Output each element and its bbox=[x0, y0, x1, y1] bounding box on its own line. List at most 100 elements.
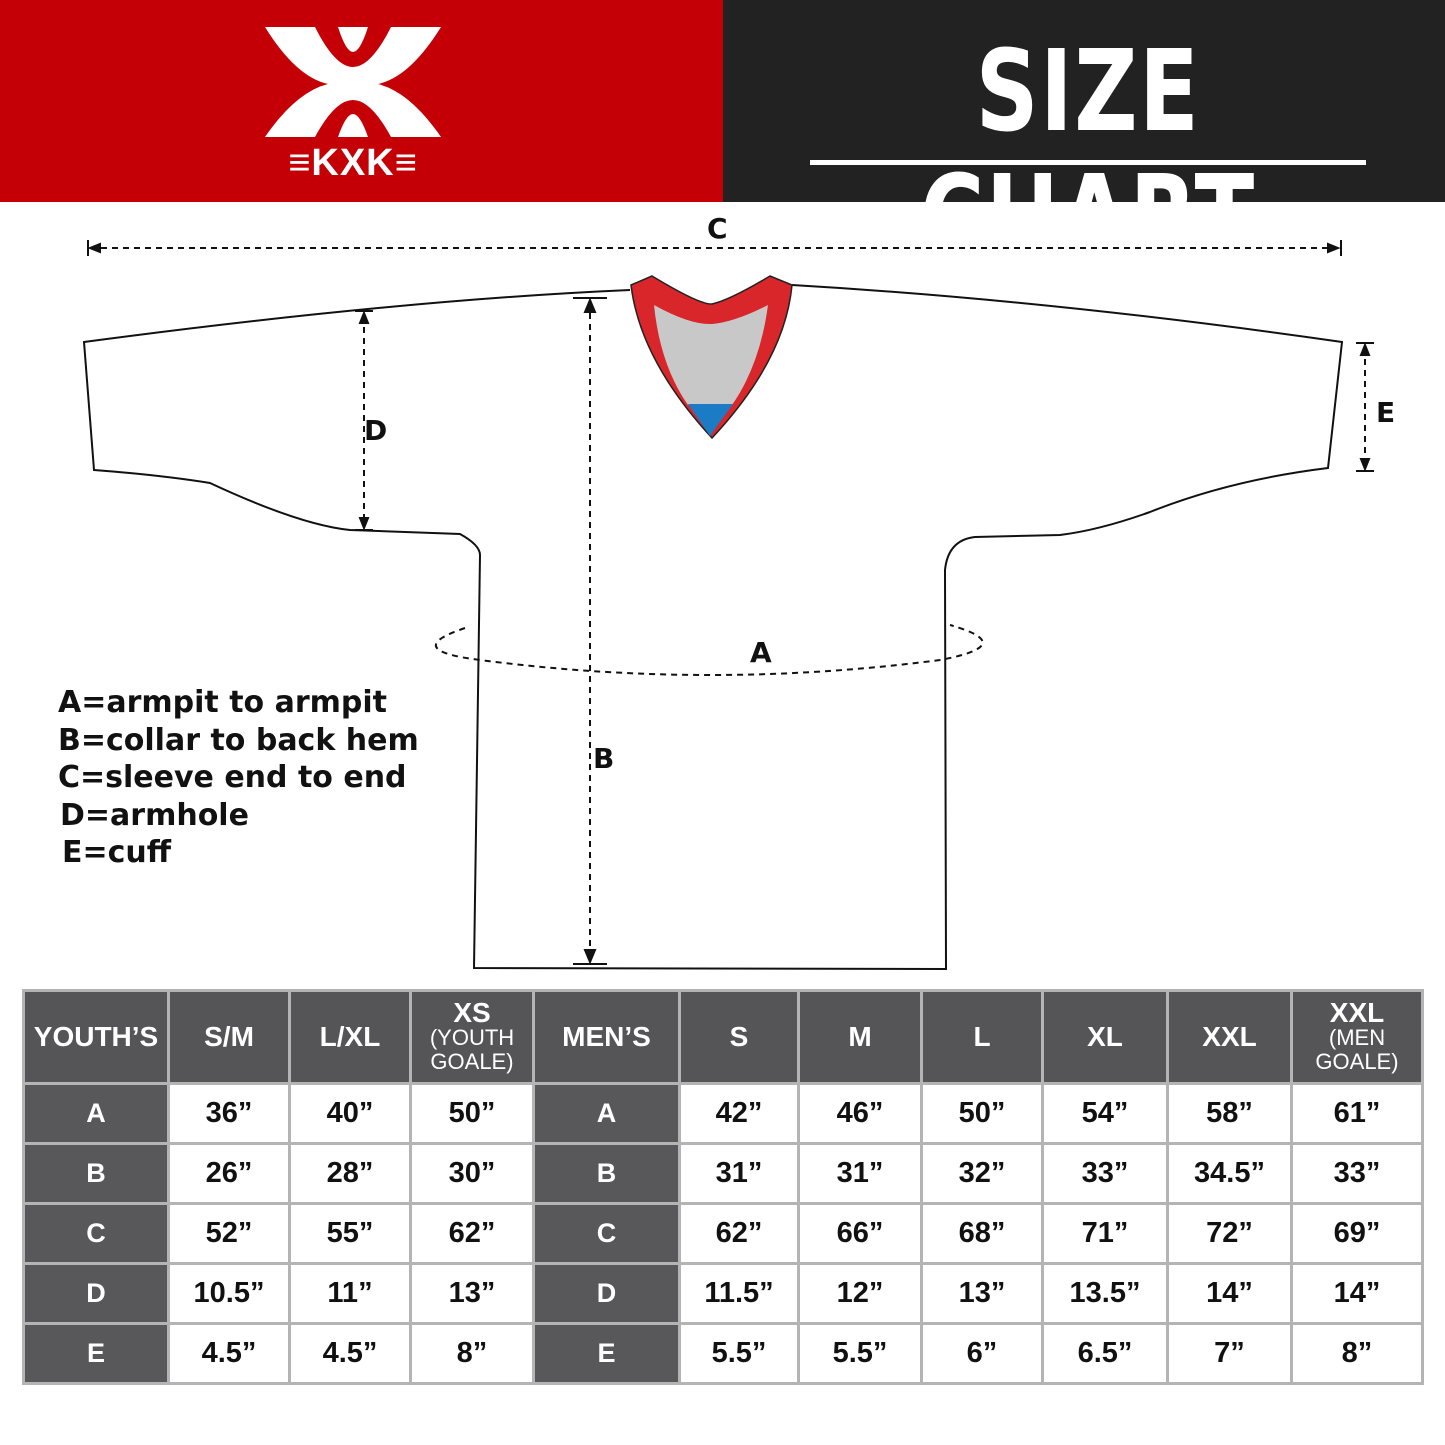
youth-measurement-cell: 8” bbox=[409, 1322, 535, 1385]
men-size-header: XXL bbox=[1166, 989, 1293, 1085]
men-measurement-cell: 31” bbox=[678, 1142, 800, 1205]
men-measurement-cell: 46” bbox=[797, 1082, 923, 1145]
dimension-label-c: C bbox=[707, 212, 728, 245]
men-measurement-cell: 31” bbox=[797, 1142, 923, 1205]
legend-item-c: C=sleeve end to end bbox=[58, 760, 407, 795]
men-measurement-cell: 13” bbox=[920, 1262, 1044, 1325]
men-measurement-cell: 33” bbox=[1041, 1142, 1169, 1205]
men-measurement-cell: 14” bbox=[1290, 1262, 1424, 1325]
page-title: SIZE CHART bbox=[920, 27, 1256, 282]
header-title-panel bbox=[723, 0, 1445, 202]
youth-measurement-cell: 4.5” bbox=[288, 1322, 412, 1385]
brand-wordmark: ≡KXK≡ bbox=[288, 142, 418, 184]
table-row: C 52” 55” 62” C 62” 66” 68” 71” 72” 69” bbox=[22, 1202, 1424, 1265]
men-measurement-cell: 68” bbox=[920, 1202, 1044, 1265]
column-header-label: L/XL bbox=[319, 1021, 381, 1052]
men-measurement-cell: 8” bbox=[1290, 1322, 1424, 1385]
column-header-label: XS bbox=[453, 997, 491, 1028]
dimension-label-b: B bbox=[593, 742, 615, 775]
legend-item-e: E=cuff bbox=[62, 835, 172, 870]
youth-measurement-cell: 4.5” bbox=[167, 1322, 291, 1385]
dimension-label-d: D bbox=[364, 414, 388, 447]
column-header-label: S/M bbox=[204, 1021, 254, 1052]
table-header-row: YOUTH’S S/M L/XL XS (YOUTH GOALE) MEN’S S M L XL X… bbox=[22, 989, 1424, 1085]
men-measurement-cell: 5.5” bbox=[797, 1322, 923, 1385]
table-body: A 36” 40” 50” A 42” 46” 50” 54” 58” 61” B 26” 28” 30” B… bbox=[22, 1082, 1424, 1385]
men-measurement-cell: 6.5” bbox=[1041, 1322, 1169, 1385]
men-measurement-cell: 50” bbox=[920, 1082, 1044, 1145]
men-measurement-cell: 11.5” bbox=[678, 1262, 800, 1325]
legend-item-a: A=armpit to armpit bbox=[58, 685, 387, 720]
column-header-sublabel: (YOUTH GOALE) bbox=[429, 1025, 515, 1074]
measurement-legend: A=armpit to armpit B=collar to back hem … bbox=[58, 684, 419, 872]
youth-row-label: E bbox=[22, 1322, 170, 1385]
men-row-label: A bbox=[532, 1082, 681, 1145]
men-measurement-cell: 32” bbox=[920, 1142, 1044, 1205]
men-measurement-cell: 61” bbox=[1290, 1082, 1424, 1145]
men-measurement-cell: 42” bbox=[678, 1082, 800, 1145]
jersey-diagram bbox=[82, 240, 1374, 971]
men-size-header: M bbox=[797, 989, 923, 1085]
men-size-header: S bbox=[678, 989, 800, 1085]
youth-measurement-cell: 10.5” bbox=[167, 1262, 291, 1325]
dimension-label-a: A bbox=[750, 636, 772, 669]
column-header-label: MEN’S bbox=[562, 1021, 651, 1052]
youth-row-label: C bbox=[22, 1202, 170, 1265]
collar-blue bbox=[688, 404, 733, 436]
men-measurement-cell: 71” bbox=[1041, 1202, 1169, 1265]
men-measurement-cell: 6” bbox=[920, 1322, 1044, 1385]
men-measurement-cell: 14” bbox=[1166, 1262, 1293, 1325]
men-measurement-cell: 54” bbox=[1041, 1082, 1169, 1145]
legend-item-d: D=armhole bbox=[60, 797, 249, 833]
youth-size-header: L/XL bbox=[288, 989, 412, 1085]
youth-size-header: S/M bbox=[167, 989, 291, 1085]
men-measurement-cell: 13.5” bbox=[1041, 1262, 1169, 1325]
title-underline bbox=[810, 160, 1366, 165]
jersey-outline bbox=[82, 284, 1344, 971]
dimension-label-e: E bbox=[1376, 396, 1396, 429]
men-row-label: D bbox=[532, 1262, 681, 1325]
men-measurement-cell: 66” bbox=[797, 1202, 923, 1265]
men-measurement-cell: 62” bbox=[678, 1202, 800, 1265]
column-header-sublabel: (MEN GOALE) bbox=[1315, 1025, 1399, 1074]
youth-measurement-cell: 13” bbox=[409, 1262, 535, 1325]
youth-row-label: B bbox=[22, 1142, 170, 1205]
men-size-header: XL bbox=[1041, 989, 1169, 1085]
youth-measurement-cell: 26” bbox=[167, 1142, 291, 1205]
column-header-label: YOUTH’S bbox=[33, 1021, 159, 1052]
youth-measurement-cell: 40” bbox=[288, 1082, 412, 1145]
men-measurement-cell: 7” bbox=[1166, 1322, 1293, 1385]
men-measurement-cell: 69” bbox=[1290, 1202, 1424, 1265]
column-header-label: S bbox=[729, 1021, 749, 1052]
column-header-label: M bbox=[848, 1021, 872, 1052]
men-size-header: XXL (MEN GOALE) bbox=[1290, 989, 1424, 1085]
youth-measurement-cell: 28” bbox=[288, 1142, 412, 1205]
men-row-label: E bbox=[532, 1322, 681, 1385]
men-measurement-cell: 5.5” bbox=[678, 1322, 800, 1385]
men-row-label: B bbox=[532, 1142, 681, 1205]
kxk-logo-icon bbox=[265, 27, 441, 137]
table-row: D 10.5” 11” 13” D 11.5” 12” 13” 13.5” 14” 14” bbox=[22, 1262, 1424, 1325]
youth-measurement-cell: 11” bbox=[288, 1262, 412, 1325]
table-row: B 26” 28” 30” B 31” 31” 32” 33” 34.5” 33” bbox=[22, 1142, 1424, 1205]
men-row-label: C bbox=[532, 1202, 681, 1265]
men-measurement-cell: 12” bbox=[797, 1262, 923, 1325]
column-header-label: XXL bbox=[1202, 1021, 1257, 1052]
men-measurement-cell: 58” bbox=[1166, 1082, 1293, 1145]
column-header-label: XL bbox=[1087, 1021, 1123, 1052]
youth-group-header: YOUTH’S bbox=[22, 989, 170, 1085]
legend-item-b: B=collar to back hem bbox=[58, 722, 419, 758]
collar-grey bbox=[654, 305, 768, 405]
column-header-label: XXL bbox=[1329, 997, 1385, 1028]
men-size-header: L bbox=[920, 989, 1044, 1085]
size-table: YOUTH’S S/M L/XL XS (YOUTH GOALE) MEN’S S M L XL X… bbox=[22, 989, 1424, 1385]
youth-measurement-cell: 62” bbox=[409, 1202, 535, 1265]
youth-measurement-cell: 55” bbox=[288, 1202, 412, 1265]
youth-size-header: XS (YOUTH GOALE) bbox=[409, 989, 535, 1085]
table-row: A 36” 40” 50” A 42” 46” 50” 54” 58” 61” bbox=[22, 1082, 1424, 1145]
men-measurement-cell: 34.5” bbox=[1166, 1142, 1293, 1205]
youth-measurement-cell: 52” bbox=[167, 1202, 291, 1265]
men-measurement-cell: 33” bbox=[1290, 1142, 1424, 1205]
table-row: E 4.5” 4.5” 8” E 5.5” 5.5” 6” 6.5” 7” 8” bbox=[22, 1322, 1424, 1385]
youth-measurement-cell: 30” bbox=[409, 1142, 535, 1205]
